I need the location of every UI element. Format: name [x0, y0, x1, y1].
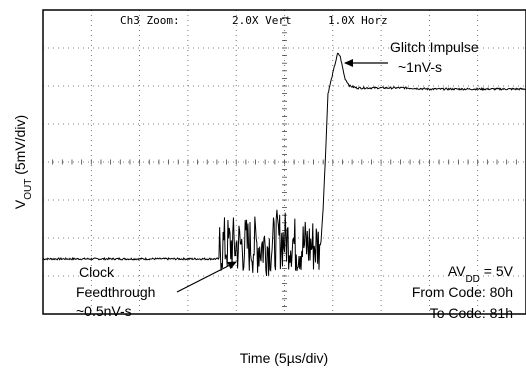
- header-vert: 2.0X Vert: [232, 14, 292, 27]
- header-horz: 1.0X Horz: [328, 14, 388, 27]
- annotation-clock-line1: Clock: [79, 264, 115, 280]
- clock-arrow: [176, 261, 237, 293]
- annotation-glitch-title: Glitch Impulse: [390, 39, 479, 55]
- y-axis-label: VOUT (5mV/div): [12, 115, 34, 209]
- trace-line: [42, 52, 526, 277]
- trace-series: [42, 52, 526, 277]
- grid: [43, 10, 526, 314]
- annotation-glitch-value: ~1nV-s: [398, 59, 442, 75]
- condition-avdd: AVDD = 5V: [448, 263, 514, 285]
- plot-frame: [42, 9, 526, 315]
- x-axis-label: Time (5µs/div): [240, 350, 328, 366]
- condition-to-code: To Code: 81h: [430, 305, 513, 321]
- annotation-clock-line2: Feedthrough: [76, 284, 155, 300]
- annotation-clock-line3: ~0.5nV-s: [76, 303, 132, 319]
- header-channel: Ch3 Zoom:: [120, 14, 180, 27]
- condition-from-code: From Code: 80h: [412, 284, 513, 300]
